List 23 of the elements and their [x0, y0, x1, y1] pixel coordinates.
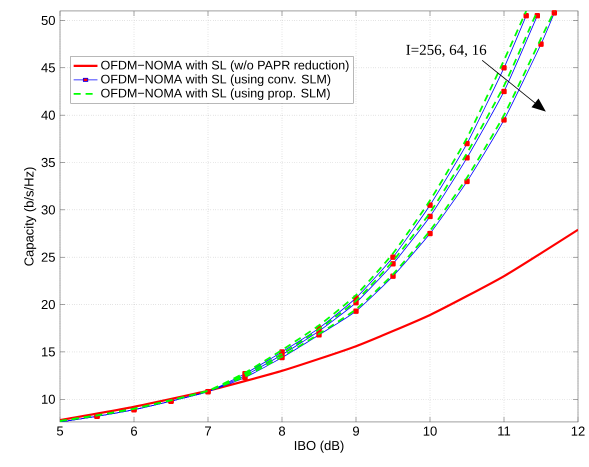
y-axis-title: Capacity (b/s/Hz): [24, 167, 36, 266]
x-axis-title: IBO (dB): [294, 440, 344, 453]
legend-label: OFDM−NOMA with SL (w/o PAPR reduction): [101, 60, 349, 72]
x-tick-label: 5: [56, 426, 64, 436]
y-tick-label: 30: [42, 205, 55, 214]
x-tick-label: 6: [131, 426, 138, 436]
x-tick-label: 8: [278, 426, 286, 436]
legend-label: OFDM−NOMA with SL (using conv. SLM): [101, 74, 330, 86]
y-tick-label: 50: [42, 16, 55, 26]
annotation: I=256, 64, 16: [406, 44, 486, 58]
y-tick-label: 15: [42, 347, 55, 356]
x-tick-label: 12: [572, 426, 585, 436]
x-tick-label: 10: [424, 426, 437, 436]
y-tick-label: 10: [42, 394, 55, 404]
y-tick-label: 25: [42, 252, 55, 262]
y-tick-label: 35: [42, 158, 55, 168]
x-tick-label: 9: [353, 426, 359, 436]
legend-label: OFDM−NOMA with SL (using prop. SLM): [101, 88, 330, 100]
y-tick-label: 40: [41, 110, 55, 120]
y-tick-label: 20: [42, 300, 55, 310]
y-tick-label: 45: [41, 63, 55, 72]
x-tick-label: 7: [205, 426, 211, 436]
x-tick-label: 11: [498, 426, 510, 436]
